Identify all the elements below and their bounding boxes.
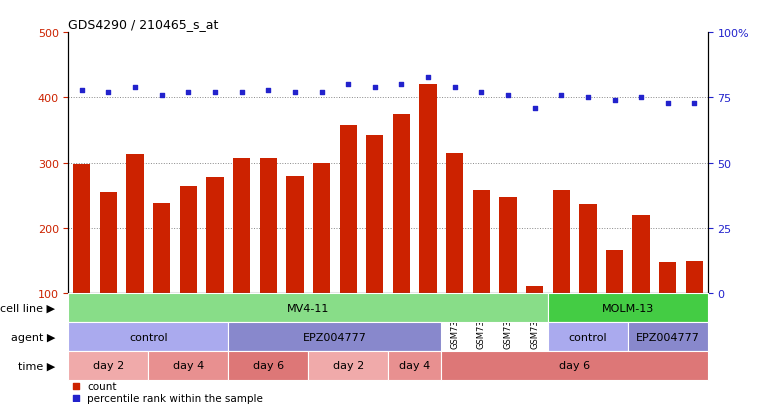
Bar: [68, 323, 228, 351]
Text: GDS4290 / 210465_s_at: GDS4290 / 210465_s_at: [68, 17, 219, 31]
Bar: [260, 158, 277, 359]
Text: percentile rank within the sample: percentile rank within the sample: [87, 394, 263, 404]
Bar: [68, 294, 548, 323]
Bar: [313, 164, 330, 359]
Bar: [153, 204, 170, 359]
Point: [396, 82, 408, 88]
Point: [209, 90, 221, 96]
Point: [75, 87, 88, 94]
Text: control: control: [568, 332, 607, 342]
Text: day 2: day 2: [93, 361, 124, 370]
Point: [581, 95, 594, 102]
Bar: [180, 186, 197, 359]
Point: [262, 87, 274, 94]
Text: day 6: day 6: [253, 361, 284, 370]
Point: [236, 90, 248, 96]
Bar: [233, 158, 250, 359]
Point: [129, 85, 142, 91]
Bar: [548, 294, 708, 323]
Point: [635, 95, 647, 102]
Bar: [606, 250, 623, 359]
Bar: [548, 323, 628, 351]
Bar: [632, 216, 650, 359]
Bar: [446, 154, 463, 359]
Point: [528, 105, 540, 112]
Text: EPZ004777: EPZ004777: [303, 332, 367, 342]
Bar: [228, 323, 441, 351]
Point: [608, 97, 620, 104]
Point: [555, 92, 567, 99]
Bar: [473, 191, 490, 359]
Bar: [552, 191, 570, 359]
Point: [688, 100, 700, 107]
Text: day 4: day 4: [399, 361, 431, 370]
Point: [182, 90, 194, 96]
Point: [342, 82, 354, 88]
Point: [502, 92, 514, 99]
Text: cell line ▶: cell line ▶: [0, 303, 55, 313]
Bar: [100, 193, 117, 359]
Text: control: control: [129, 332, 167, 342]
Text: day 4: day 4: [173, 361, 204, 370]
Text: agent ▶: agent ▶: [11, 332, 55, 342]
Text: day 6: day 6: [559, 361, 590, 370]
Point: [70, 383, 82, 389]
Bar: [339, 126, 357, 359]
Bar: [419, 85, 437, 359]
Point: [449, 85, 461, 91]
Bar: [366, 136, 384, 359]
Bar: [388, 351, 441, 380]
Point: [422, 74, 434, 81]
Text: EPZ004777: EPZ004777: [636, 332, 699, 342]
Point: [661, 100, 674, 107]
Point: [475, 90, 487, 96]
Text: MOLM-13: MOLM-13: [602, 303, 654, 313]
Bar: [126, 155, 144, 359]
Point: [155, 92, 167, 99]
Bar: [686, 261, 703, 359]
Bar: [579, 204, 597, 359]
Bar: [68, 351, 148, 380]
Bar: [286, 176, 304, 359]
Text: time ▶: time ▶: [18, 361, 55, 370]
Point: [368, 85, 380, 91]
Point: [315, 90, 327, 96]
Bar: [148, 351, 228, 380]
Point: [289, 90, 301, 96]
Bar: [206, 178, 224, 359]
Text: count: count: [87, 381, 116, 391]
Bar: [393, 114, 410, 359]
Bar: [73, 165, 91, 359]
Bar: [628, 323, 708, 351]
Point: [70, 395, 82, 402]
Bar: [441, 351, 708, 380]
Bar: [308, 351, 388, 380]
Bar: [659, 262, 677, 359]
Text: MV4-11: MV4-11: [287, 303, 330, 313]
Point: [102, 90, 114, 96]
Bar: [499, 197, 517, 359]
Bar: [228, 351, 308, 380]
Bar: [526, 286, 543, 359]
Text: day 2: day 2: [333, 361, 364, 370]
